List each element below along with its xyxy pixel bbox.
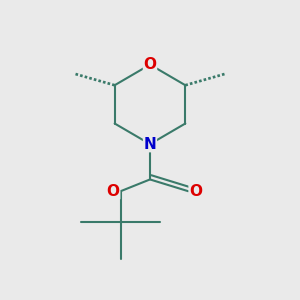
Text: N: N [144, 136, 156, 152]
Text: O: O [107, 184, 120, 199]
Text: O: O [189, 184, 202, 199]
Text: O: O [143, 57, 157, 72]
